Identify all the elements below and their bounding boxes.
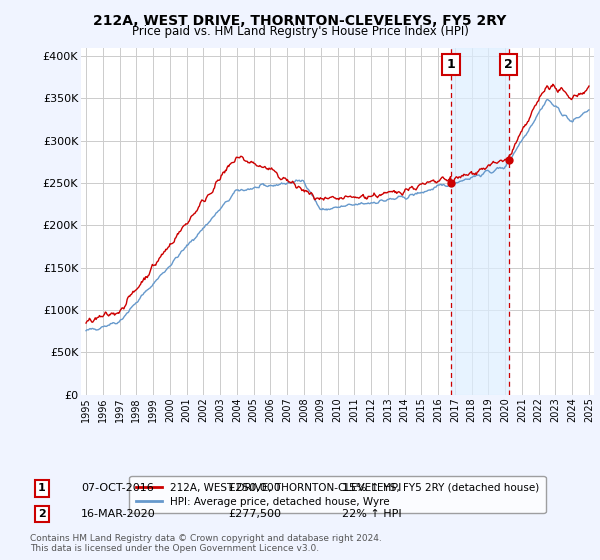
Text: Contains HM Land Registry data © Crown copyright and database right 2024.
This d: Contains HM Land Registry data © Crown c…	[30, 534, 382, 553]
Text: Price paid vs. HM Land Registry's House Price Index (HPI): Price paid vs. HM Land Registry's House …	[131, 25, 469, 38]
Text: 15% ↑ HPI: 15% ↑ HPI	[342, 483, 401, 493]
Text: 1: 1	[38, 483, 46, 493]
Text: 22% ↑ HPI: 22% ↑ HPI	[342, 509, 401, 519]
Text: 16-MAR-2020: 16-MAR-2020	[81, 509, 156, 519]
Bar	[451, 48, 509, 395]
Text: 07-OCT-2016: 07-OCT-2016	[81, 483, 154, 493]
Text: 2: 2	[504, 58, 513, 71]
Text: 2: 2	[38, 509, 46, 519]
Text: £277,500: £277,500	[228, 509, 281, 519]
Text: 212A, WEST DRIVE, THORNTON-CLEVELEYS, FY5 2RY: 212A, WEST DRIVE, THORNTON-CLEVELEYS, FY…	[94, 14, 506, 28]
Text: £250,000: £250,000	[228, 483, 281, 493]
Text: 1: 1	[446, 58, 455, 71]
Legend: 212A, WEST DRIVE, THORNTON-CLEVELEYS, FY5 2RY (detached house), HPI: Average pri: 212A, WEST DRIVE, THORNTON-CLEVELEYS, FY…	[130, 476, 545, 513]
